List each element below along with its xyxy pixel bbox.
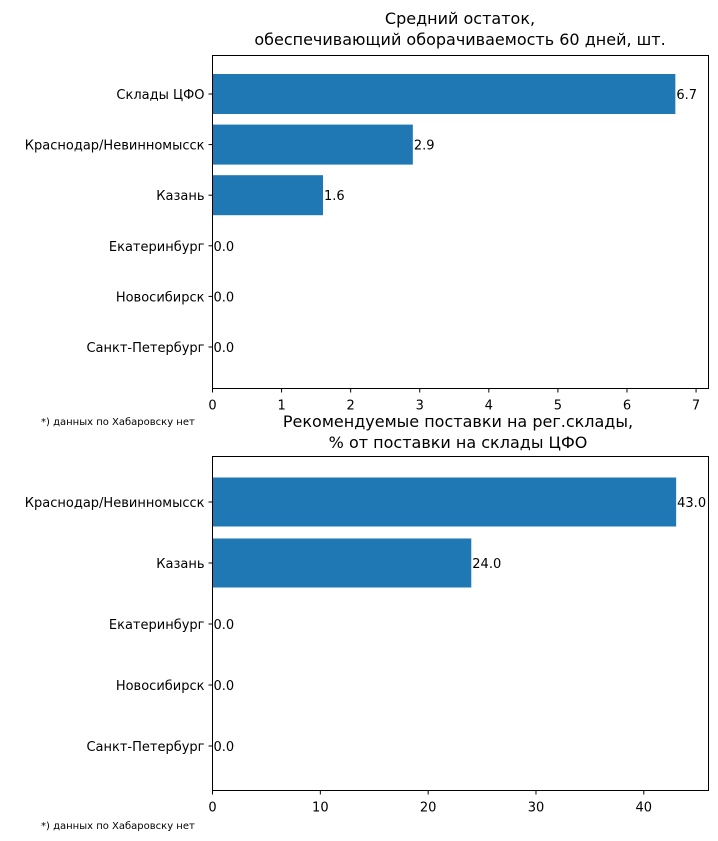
chart-1-x-tick-label: 1 (277, 399, 285, 414)
chart-1-x-tick-label: 2 (347, 399, 355, 414)
chart-1-y-tick-label: Екатеринбург (109, 240, 205, 255)
chart-1-x-tick-label: 5 (554, 399, 562, 414)
chart-2-data-label: 43.0 (677, 496, 706, 511)
chart-1-bar (212, 124, 413, 165)
chart-2-bar (212, 477, 677, 527)
chart-1-y-tick-label: Краснодар/Невинномысск (25, 139, 205, 154)
chart-1-x-tick-label: 7 (692, 399, 700, 414)
chart-1: Средний остаток, обеспечивающий оборачив… (25, 9, 709, 428)
chart-1-footnote: *) данных по Хабаровску нет (41, 417, 195, 428)
chart-2: Рекомендуемые поставки на рег.склады, % … (25, 412, 709, 832)
chart-1-bar (212, 175, 324, 216)
chart-1-y-tick-label: Санкт-Петербург (86, 341, 204, 356)
chart-2-x-tick-label: 40 (636, 801, 653, 816)
chart-1-x-tick-label: 0 (208, 399, 216, 414)
chart-1-title-line-1: Средний остаток, (385, 9, 535, 28)
chart-1-bars (212, 74, 676, 216)
chart-2-x-tick-label: 30 (528, 801, 545, 816)
chart-1-data-label: 6.7 (676, 88, 697, 103)
chart-1-data-label: 0.0 (214, 341, 235, 356)
chart-2-bars (212, 477, 677, 588)
chart-1-y-tick-labels: Склады ЦФО Краснодар/Невинномысск Казань Ек… (25, 88, 213, 356)
chart-1-x-ticks: 0 1 2 3 4 5 6 7 (208, 388, 700, 414)
chart-2-x-ticks: 0 10 20 30 40 (208, 790, 653, 816)
chart-1-data-labels: 6.7 2.9 1.6 0.0 0.0 0.0 (214, 88, 698, 356)
chart-2-y-tick-labels: Краснодар/Невинномысск Казань Екатеринбург… (25, 496, 213, 755)
chart-2-x-tick-label: 20 (420, 801, 437, 816)
chart-2-x-tick-label: 10 (312, 801, 329, 816)
chart-1-plot-frame (212, 55, 709, 389)
chart-2-y-tick-label: Новосибирск (116, 679, 205, 694)
chart-2-y-tick-label: Санкт-Петербург (86, 740, 204, 755)
chart-2-data-label: 0.0 (214, 679, 235, 694)
chart-2-y-tick-label: Екатеринбург (109, 618, 205, 633)
chart-1-x-tick-label: 3 (416, 399, 424, 414)
chart-1-title-line-2: обеспечивающий оборачиваемость 60 дней, … (254, 30, 665, 49)
chart-1-x-tick-label: 4 (485, 399, 493, 414)
chart-2-footnote: *) данных по Хабаровску нет (41, 821, 195, 832)
chart-1-data-label: 1.6 (324, 189, 345, 204)
chart-2-data-labels: 43.0 24.0 0.0 0.0 0.0 (214, 496, 707, 755)
chart-2-title-line-1: Рекомендуемые поставки на рег.склады, (283, 412, 633, 431)
chart-1-y-tick-label: Новосибирск (116, 290, 205, 305)
chart-1-y-tick-label: Склады ЦФО (116, 88, 204, 103)
chart-1-data-label: 0.0 (214, 240, 235, 255)
chart-2-data-label: 0.0 (214, 618, 235, 633)
chart-1-y-tick-label: Казань (156, 189, 204, 204)
chart-2-data-label: 24.0 (472, 557, 501, 572)
chart-2-title-line-2: % от поставки на склады ЦФО (329, 433, 588, 452)
chart-2-plot-frame (212, 456, 709, 791)
chart-1-x-tick-label: 6 (623, 399, 631, 414)
chart-2-y-tick-label: Казань (156, 557, 204, 572)
chart-1-bar (212, 74, 676, 114)
chart-1-data-label: 2.9 (414, 139, 435, 154)
chart-2-y-tick-label: Краснодар/Невинномысск (25, 496, 205, 511)
chart-1-data-label: 0.0 (214, 290, 235, 305)
chart-2-data-label: 0.0 (214, 740, 235, 755)
chart-2-bar (212, 538, 472, 588)
chart-2-x-tick-label: 0 (208, 801, 216, 816)
